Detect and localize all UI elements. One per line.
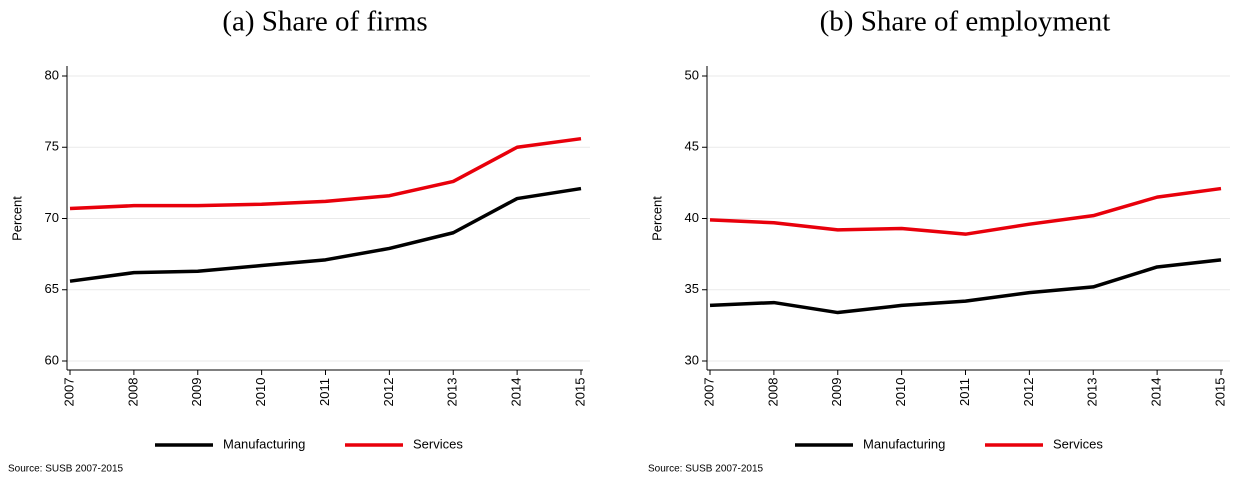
y-tick-label: 80 xyxy=(45,67,59,82)
y-tick-label: 60 xyxy=(45,352,59,367)
y-axis-label: Percent xyxy=(649,196,664,241)
x-tick-label: 2008 xyxy=(765,378,780,407)
y-tick-label: 75 xyxy=(45,139,59,154)
chart: (b) Share of employment Percent 30 35 40 45 50… xyxy=(648,6,1230,475)
x-tick-label: 2014 xyxy=(1149,378,1164,407)
x-tick-label: 2010 xyxy=(893,378,908,407)
x-tick-label: 2007 xyxy=(61,378,76,407)
y-tick-label: 50 xyxy=(685,67,699,82)
line xyxy=(69,136,582,211)
legend-label: Manufacturing xyxy=(223,436,305,451)
x-tick-label: 2015 xyxy=(572,378,587,407)
y-axis-label: Percent xyxy=(9,196,24,241)
chart: (a) Share of firms Percent 60 65 70 75 80 2007 2… xyxy=(8,6,590,475)
y-tick-label: 35 xyxy=(685,281,699,296)
y-tick-label: 45 xyxy=(685,139,699,154)
source-note: Source: SUSB 2007-2015 xyxy=(8,464,124,475)
legend-label: Manufacturing xyxy=(863,436,945,451)
x-tick-label: 2009 xyxy=(829,378,844,407)
x-tick-label: 2007 xyxy=(701,378,716,407)
x-tick-label: 2012 xyxy=(1021,378,1036,407)
y-tick-label: 40 xyxy=(685,210,699,225)
x-tick-label: 2011 xyxy=(317,378,332,406)
legend-label: Services xyxy=(1053,436,1103,451)
x-tick-label: 2014 xyxy=(509,378,524,407)
x-tick-label: 2012 xyxy=(381,378,396,407)
y-tick-label: 65 xyxy=(45,281,59,296)
x-tick-label: 2013 xyxy=(445,378,460,407)
x-tick-label: 2009 xyxy=(189,378,204,407)
chart-title: (b) Share of employment xyxy=(820,6,1111,38)
y-tick-label: 70 xyxy=(45,210,59,225)
source-note: Source: SUSB 2007-2015 xyxy=(648,464,764,475)
line xyxy=(69,186,582,283)
chart-title: (a) Share of firms xyxy=(222,6,427,38)
x-tick-label: 2010 xyxy=(253,378,268,407)
y-tick-label: 30 xyxy=(685,352,699,367)
x-tick-label: 2011 xyxy=(957,378,972,406)
x-tick-label: 2013 xyxy=(1085,378,1100,407)
line xyxy=(709,186,1222,236)
line xyxy=(709,258,1222,315)
x-tick-label: 2008 xyxy=(125,378,140,407)
legend-label: Services xyxy=(413,436,463,451)
x-tick-label: 2015 xyxy=(1212,378,1227,407)
